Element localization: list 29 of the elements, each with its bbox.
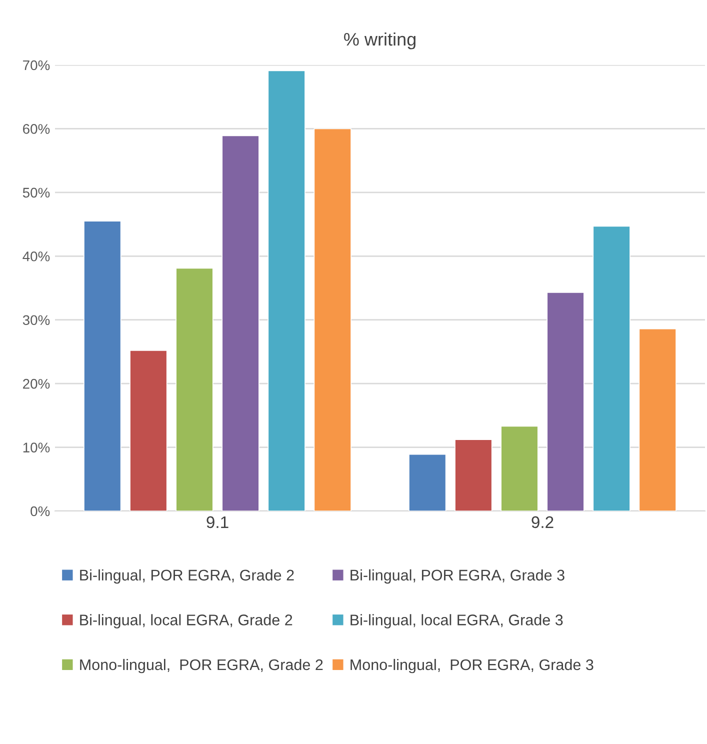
y-tick-label: 30% bbox=[22, 315, 50, 326]
bar bbox=[176, 268, 214, 511]
y-tick-label: 60% bbox=[23, 124, 50, 134]
bar bbox=[592, 226, 630, 511]
y-tick-label: 70% bbox=[23, 60, 50, 70]
bar bbox=[454, 439, 492, 511]
bar bbox=[500, 426, 538, 511]
bar bbox=[222, 135, 260, 511]
legend-label: Mono-lingual, POR EGRA, Grade 3 bbox=[350, 658, 594, 674]
legend-label: Bi-lingual, local EGRA, Grade 2 bbox=[80, 614, 292, 628]
x-tick-label: 9.1 bbox=[206, 516, 228, 528]
legend-label: Bi-lingual, local EGRA, Grade 3 bbox=[350, 614, 563, 628]
y-tick-label: 10% bbox=[23, 442, 50, 452]
bar bbox=[314, 128, 352, 511]
bar bbox=[408, 454, 446, 511]
bar bbox=[546, 292, 584, 511]
legend-label: Bi-lingual, POR EGRA, Grade 3 bbox=[350, 569, 564, 584]
x-tick-label: 9.2 bbox=[532, 516, 554, 528]
legend-label: Mono-lingual, POR EGRA, Grade 2 bbox=[80, 658, 323, 674]
y-tick-label: 40% bbox=[22, 251, 50, 262]
chart-title: % writing bbox=[344, 32, 416, 50]
bar bbox=[130, 350, 168, 511]
y-tick-label: 50% bbox=[22, 188, 50, 198]
bar bbox=[84, 220, 122, 511]
bar bbox=[638, 328, 676, 511]
legend-label: Bi-lingual, POR EGRA, Grade 2 bbox=[80, 569, 294, 584]
y-tick-label: 20% bbox=[23, 378, 50, 389]
bar bbox=[268, 70, 306, 511]
y-tick-label: 0% bbox=[30, 506, 50, 516]
